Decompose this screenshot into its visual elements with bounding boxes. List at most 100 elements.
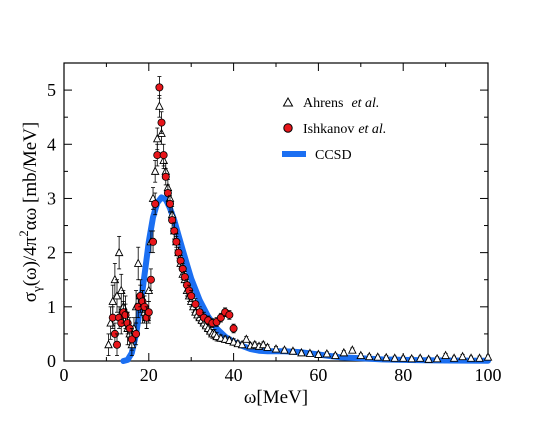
ishkanov-point [155,83,164,92]
ahrens-point [155,101,164,110]
legend-entry-ccsd: CCSD [282,148,352,163]
x-tick-label: 20 [140,365,158,385]
y-tick-label: 0 [47,351,56,371]
legend-entry-ishkanov: Ishkanov et al. [283,122,386,137]
ahrens-point [263,342,272,351]
y-tick-label: 5 [47,80,56,100]
ahrens-point [305,348,315,357]
y-axis-title-mid: (ω)/4π [20,236,41,286]
y-axis-title: σγ(ω)/4π2αω [mb/MeV] [16,122,44,303]
ishkanov-point [178,264,187,273]
ahrens-point [104,339,113,349]
legend-marker-open-triangle [282,96,294,107]
ahrens-point [237,339,247,349]
ahrens-point [475,353,484,362]
legend-label-ishkanov-main: Ishkanov [303,122,354,137]
ishkanov-point [165,199,174,208]
ahrens-point [381,352,391,362]
ishkanov-point [170,226,179,235]
ishkanov-point [151,199,160,208]
ahrens-point [441,350,450,360]
ahrens-point [241,334,251,343]
ahrens-point [449,353,459,362]
legend-label-ahrens-italic: et al. [351,96,379,111]
ishkanov-point [168,216,177,225]
ahrens-point [356,350,366,360]
ahrens-point [258,339,268,349]
x-tick-label: 40 [225,365,243,385]
ishkanov-point [144,308,153,317]
ahrens-point [212,331,221,341]
legend: Ahrens et al. Ishkanov et al. CCSD [282,96,386,163]
x-tick-label: 100 [475,365,502,385]
ahrens-point [339,347,349,357]
ahrens-point [466,353,476,362]
legend-label-ahrens-main: Ahrens [303,96,343,111]
ishkanov-point [113,340,122,349]
ahrens-point [288,346,298,355]
ahrens-point [364,351,374,361]
ahrens-point [271,344,281,353]
ishkanov-point [159,151,168,160]
ahrens-point [424,354,433,363]
ishkanov-point [163,189,172,198]
y-tick-label: 3 [47,188,56,208]
y-axis-title-sup-two: 2 [16,230,31,237]
ishkanov-point [216,313,225,322]
ishkanov-point [172,237,181,246]
ahrens-point [331,350,340,360]
y-axis-title-sigma: σ [20,292,41,302]
ahrens-point [415,353,425,362]
legend-label-ccsd: CCSD [315,148,352,163]
ahrens-point [280,345,289,354]
ahrens-points-layer [104,95,493,363]
ishkanov-point [176,256,185,265]
x-tick-label: 0 [60,365,69,385]
ahrens-point [407,353,417,363]
x-tick-label: 60 [309,365,327,385]
y-tick-label: 1 [47,297,56,317]
ahrens-point [150,166,160,175]
ahrens-point [112,290,122,300]
ishkanov-point [229,324,238,333]
ishkanov-point [127,335,136,344]
ishkanov-point [146,275,155,284]
ahrens-point [373,352,383,361]
legend-label-ahrens: Ahrens et al. [303,96,379,111]
ahrens-point [225,335,234,344]
ahrens-point [152,133,162,143]
ishkanov-points-layer [108,76,238,356]
ahrens-point [390,353,400,362]
ishkanov-point [161,172,170,181]
y-tick-label: 2 [47,243,56,263]
ishkanov-point [187,291,196,300]
ishkanov-point [180,273,189,282]
ahrens-point [458,351,467,361]
y-tick-label: 4 [47,134,56,154]
ccsd-curve-layer [120,194,491,364]
ahrens-point [250,339,260,349]
ahrens-point [432,353,442,363]
ahrens-point [398,353,408,362]
x-tick-label: 80 [394,365,412,385]
ishkanov-point [157,118,166,127]
ahrens-point [297,347,306,357]
legend-marker-red-circle [283,123,293,133]
ishkanov-point [149,237,158,246]
ishkanov-point [174,248,183,257]
ahrens-point [229,337,238,346]
ishkanov-point [191,300,200,309]
legend-label-ishkanov: Ishkanov et al. [303,122,386,137]
ishkanov-point [132,329,141,338]
ishkanov-point [225,310,234,319]
ahrens-point [133,258,143,267]
ahrens-point [347,345,357,354]
legend-label-ishkanov-italic: et al. [358,122,386,137]
ahrens-point [114,247,124,257]
y-axis-title-tail: αω [mb/MeV] [20,122,41,230]
ahrens-point [483,352,493,361]
legend-entry-ahrens: Ahrens et al. [282,96,379,111]
ahrens-point [108,296,118,305]
ahrens-point [322,348,332,358]
